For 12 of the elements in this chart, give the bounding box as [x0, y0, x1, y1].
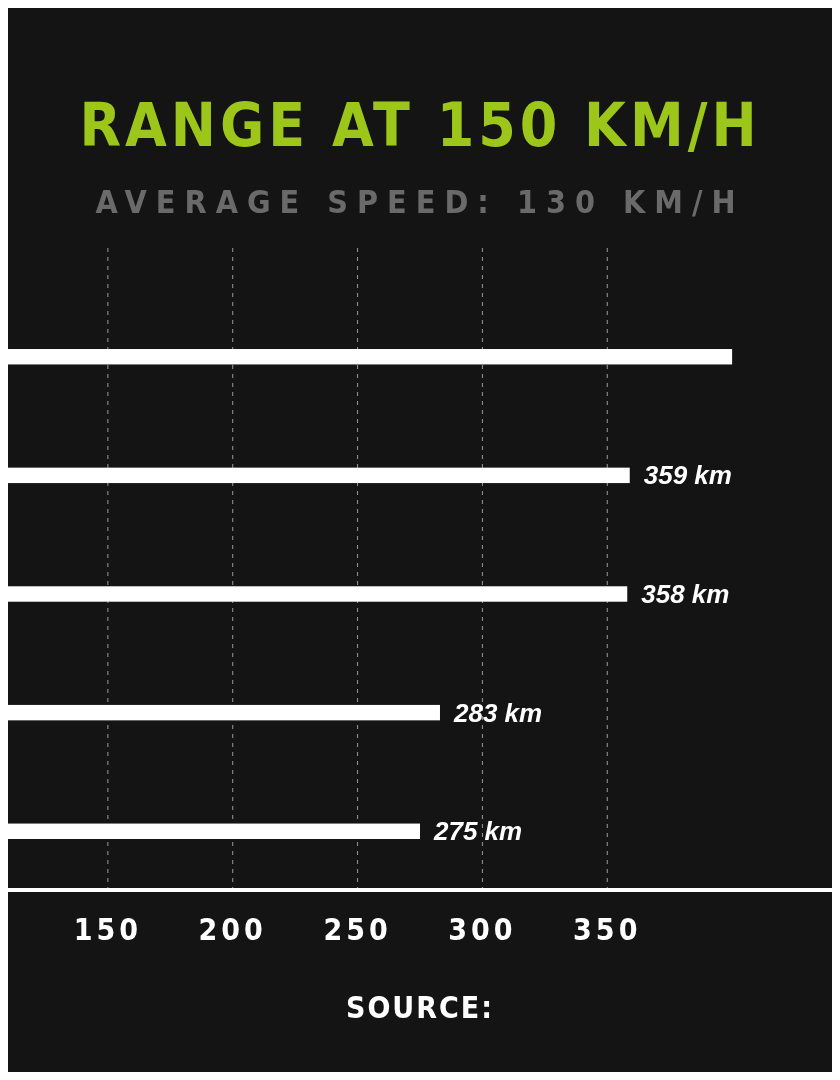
- chart-subtitle: AVERAGE SPEED: 130 KM/H: [95, 183, 745, 221]
- data-label: 359 km: [643, 460, 732, 491]
- x-tick-label: 350: [573, 912, 642, 947]
- x-tick-label: 150: [73, 912, 143, 947]
- chart-title: RANGE AT 150 KM/H: [79, 90, 761, 160]
- source-note: SOURCE:: [345, 990, 495, 1025]
- x-tick-label: 250: [323, 912, 392, 947]
- x-tick-label: 300: [448, 912, 517, 947]
- data-label: 358 km: [641, 579, 730, 610]
- data-label: 283 km: [452, 697, 543, 728]
- x-tick-label: 200: [198, 912, 267, 947]
- data-label: 275 km: [433, 816, 523, 847]
